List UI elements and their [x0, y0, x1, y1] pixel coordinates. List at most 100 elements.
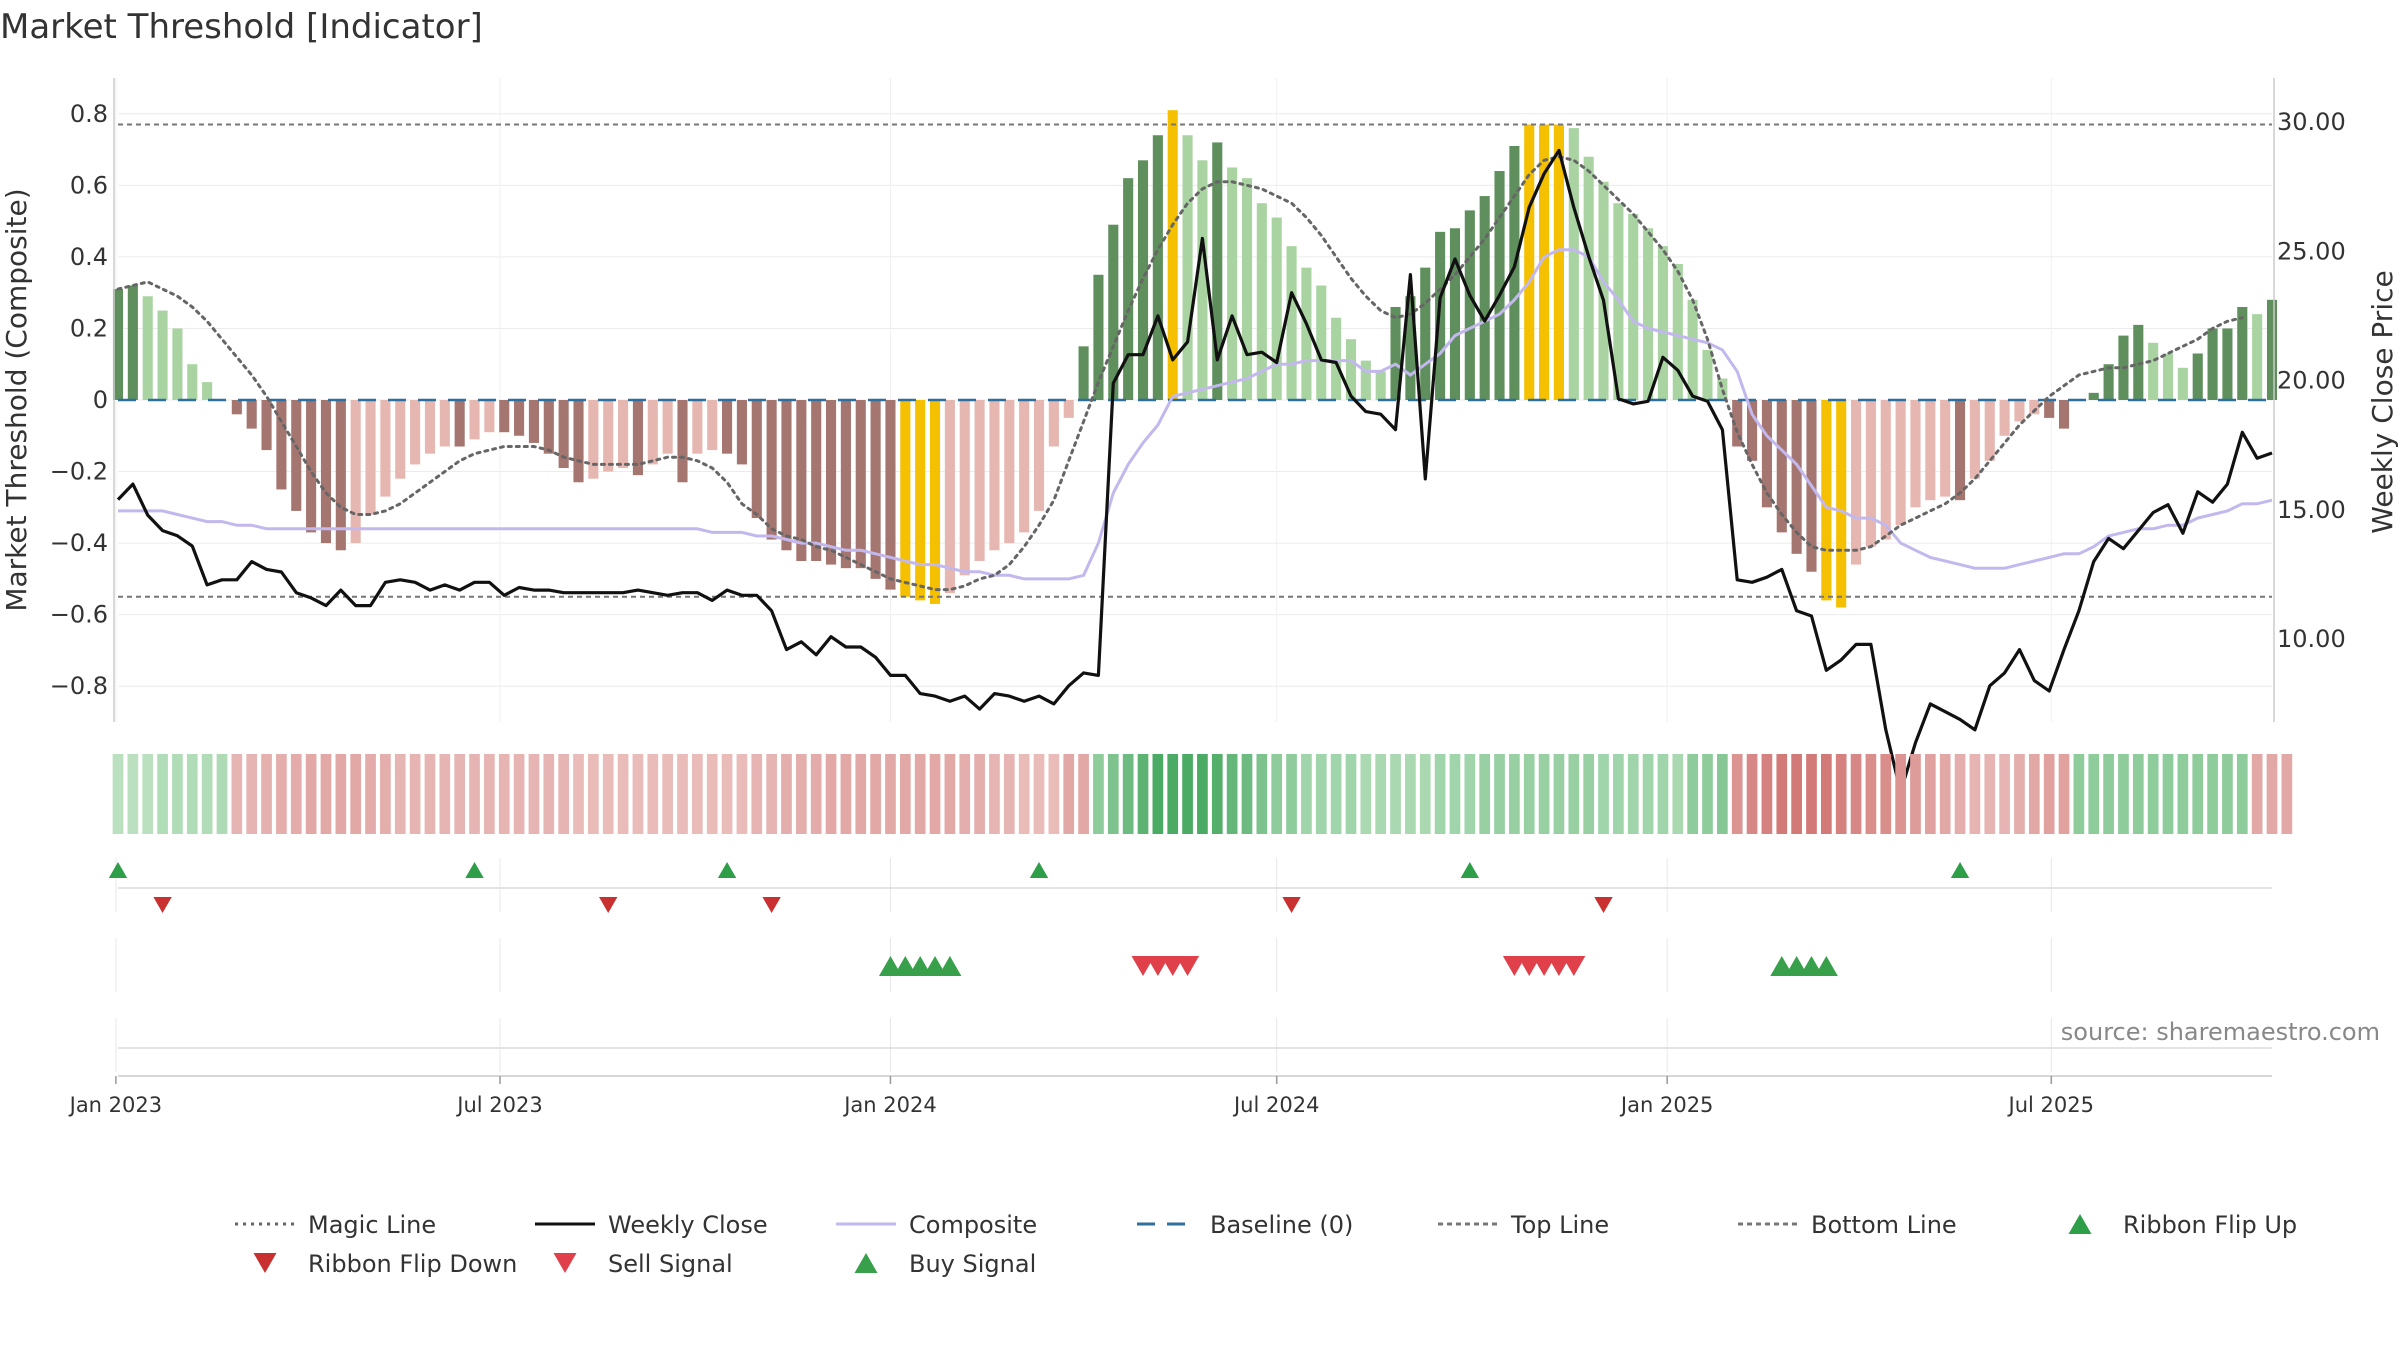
- weekly-close-line: [116, 148, 2273, 794]
- x-tick-label: Jan 2023: [68, 1093, 163, 1117]
- ribbon-flip-down-marker: [153, 897, 172, 913]
- ribbon-cell: [543, 754, 555, 834]
- legend-marker: [253, 1253, 277, 1273]
- sell-signal-marker: [1146, 956, 1170, 976]
- ribbon-flip-down-marker: [762, 897, 781, 913]
- ribbon-cell: [484, 754, 495, 834]
- ribbon-cell: [1479, 754, 1491, 834]
- composite-bar: [484, 400, 495, 433]
- y-right-tick-label: 10.00: [2277, 625, 2346, 653]
- composite-bar: [1345, 339, 1357, 400]
- ribbon-cell: [231, 754, 243, 834]
- ribbon-cell: [929, 754, 941, 834]
- ribbon-cell: [1315, 754, 1327, 834]
- source-label: source: sharemaestro.com: [2061, 1018, 2380, 1046]
- composite-bar: [1063, 400, 1074, 418]
- sell-signal-marker: [1502, 956, 1526, 976]
- legend-item: Magic Line: [235, 1211, 436, 1239]
- ribbon-cell: [558, 754, 570, 834]
- ribbon-cell: [1241, 754, 1253, 834]
- ribbon-cell: [1776, 754, 1788, 834]
- composite-bar: [959, 400, 970, 576]
- y-left-tick-label: 0.4: [70, 243, 108, 271]
- ribbon-cell: [1360, 754, 1372, 834]
- ribbon-cell: [573, 754, 584, 834]
- composite-bar: [231, 400, 242, 415]
- composite-bar: [306, 400, 317, 533]
- ribbon-cell: [1613, 754, 1624, 834]
- sell-signal-marker: [1517, 956, 1541, 976]
- composite-bar: [365, 400, 376, 515]
- ribbon-cell: [1880, 754, 1892, 834]
- ribbon-cell: [2251, 754, 2263, 834]
- composite-bar: [2177, 367, 2188, 400]
- ribbon-cell: [1538, 754, 1550, 834]
- ribbon-cell: [662, 754, 673, 834]
- ribbon-cell: [350, 754, 362, 834]
- ribbon-cell: [855, 754, 867, 834]
- ribbon-cell: [1167, 754, 1179, 834]
- composite-bar: [1464, 210, 1475, 400]
- ribbon-cell: [617, 754, 629, 834]
- ribbon-cell: [2073, 754, 2085, 834]
- composite-bar: [1152, 135, 1163, 400]
- composite-bar: [2044, 400, 2055, 418]
- ribbon-cell: [1865, 754, 1877, 834]
- composite-bar: [1643, 228, 1654, 400]
- ribbon-cell: [1657, 754, 1669, 834]
- buy-signal-marker: [893, 956, 917, 976]
- ribbon-cell: [1895, 754, 1906, 834]
- ribbon-cell: [365, 754, 376, 834]
- x-tick-label: Jul 2024: [1232, 1093, 1319, 1117]
- composite-bar: [796, 400, 807, 561]
- ribbon-cell: [1211, 754, 1223, 834]
- ribbon-cell: [1078, 754, 1089, 834]
- ribbon-flip-up-marker: [108, 862, 128, 878]
- composite-bar: [558, 400, 569, 468]
- ribbon-cell: [647, 754, 659, 834]
- ribbon-cell: [1598, 754, 1609, 834]
- composite-bar: [1657, 246, 1668, 400]
- composite-bar: [870, 400, 881, 579]
- x-tick-label: Jul 2025: [2007, 1093, 2094, 1117]
- ribbon-cell: [380, 754, 391, 834]
- composite-bar: [632, 400, 643, 476]
- ribbon-cell: [305, 754, 317, 834]
- ribbon-cell: [1345, 754, 1357, 834]
- ribbon-cell: [1642, 754, 1654, 834]
- composite-bar: [1004, 400, 1015, 544]
- composite-bar: [514, 400, 525, 436]
- composite-bar: [1271, 217, 1282, 400]
- composite-bar: [692, 400, 703, 454]
- y-right-tick-label: 20.00: [2277, 367, 2346, 395]
- ribbon-cell: [1999, 754, 2010, 834]
- ribbon-cell: [1226, 754, 1238, 834]
- ribbon-cell: [1182, 754, 1193, 834]
- composite-bar: [1999, 400, 2010, 436]
- sell-signal-marker: [1532, 956, 1556, 976]
- ribbon-cell: [409, 754, 421, 834]
- ribbon-cell: [290, 754, 302, 834]
- legend-marker: [2068, 1214, 2092, 1234]
- composite-bar: [528, 400, 539, 443]
- ribbon-cell: [1568, 754, 1580, 834]
- ribbon-cell: [1330, 754, 1342, 834]
- composite-bar: [618, 400, 629, 468]
- composite-bars: [112, 110, 2278, 608]
- composite-bar: [1479, 196, 1490, 400]
- composite-bar: [1509, 145, 1520, 400]
- composite-bar: [1033, 400, 1045, 511]
- sell-signal-marker: [1547, 956, 1571, 976]
- composite-bar: [1212, 142, 1223, 400]
- composite-bar: [1821, 400, 1832, 601]
- composite-bar: [469, 400, 480, 440]
- composite-bar: [2252, 314, 2263, 400]
- ribbon-cell: [498, 754, 510, 834]
- ribbon-cell: [2266, 754, 2278, 834]
- composite-bar: [1583, 156, 1594, 400]
- ribbon-cell: [751, 754, 763, 834]
- y-axis-left: −0.8 −0.6 −0.4 −0.2 0 0.2 0.4 0.6 0.8: [50, 78, 115, 722]
- ribbon-cell: [142, 754, 154, 834]
- composite-bar: [1702, 349, 1713, 400]
